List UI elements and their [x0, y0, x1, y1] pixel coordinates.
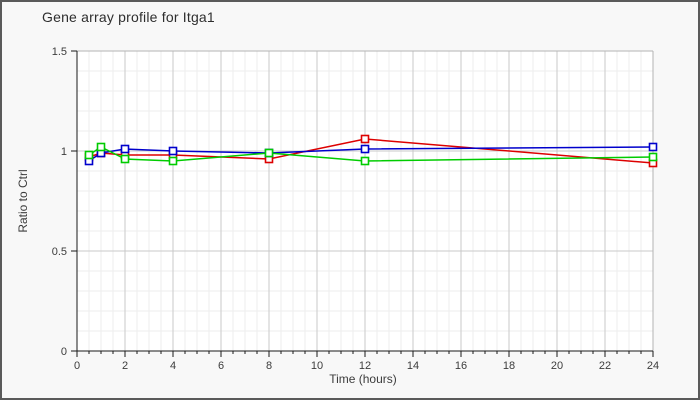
series-green-markers [84, 142, 658, 166]
data-point-green [360, 156, 370, 166]
x-axis-title: Time (hours) [329, 372, 397, 386]
data-point-green [648, 152, 658, 162]
data-point-blue [120, 144, 130, 154]
plot-box-border [77, 50, 654, 351]
data-point-red [360, 134, 370, 144]
y-axis-title: Ratio to Ctrl [16, 169, 30, 233]
data-point-green [168, 156, 178, 166]
x-tick-label: 0 [74, 360, 80, 372]
y-tick-label: 1.5 [52, 46, 67, 58]
chart-title: Gene array profile for Itga1 [42, 9, 215, 25]
x-tick-label: 8 [266, 360, 272, 372]
x-tick-label: 16 [455, 360, 467, 372]
x-tick-label: 2 [122, 360, 128, 372]
data-point-green [264, 148, 274, 158]
x-tick-label: 20 [551, 360, 563, 372]
data-point-green [96, 142, 106, 152]
data-point-blue [648, 142, 658, 152]
y-tick-label: 0 [61, 346, 67, 358]
x-tick-label: 10 [311, 360, 323, 372]
grid-layer [77, 51, 654, 351]
data-point-green [84, 150, 94, 160]
y-tick-label: 1 [61, 146, 67, 158]
y-tick-label: 0.5 [52, 246, 67, 258]
x-tick-label: 14 [407, 360, 419, 372]
x-tick-label: 22 [599, 360, 611, 372]
data-point-blue [360, 144, 370, 154]
x-tick-label: 6 [218, 360, 224, 372]
x-tick-label: 12 [359, 360, 371, 372]
x-tick-label: 18 [503, 360, 515, 372]
series-markers-layer [84, 134, 658, 168]
x-tick-label: 4 [170, 360, 176, 372]
data-point-blue [168, 146, 178, 156]
x-tick-label: 24 [647, 360, 659, 372]
data-point-green [120, 154, 130, 164]
